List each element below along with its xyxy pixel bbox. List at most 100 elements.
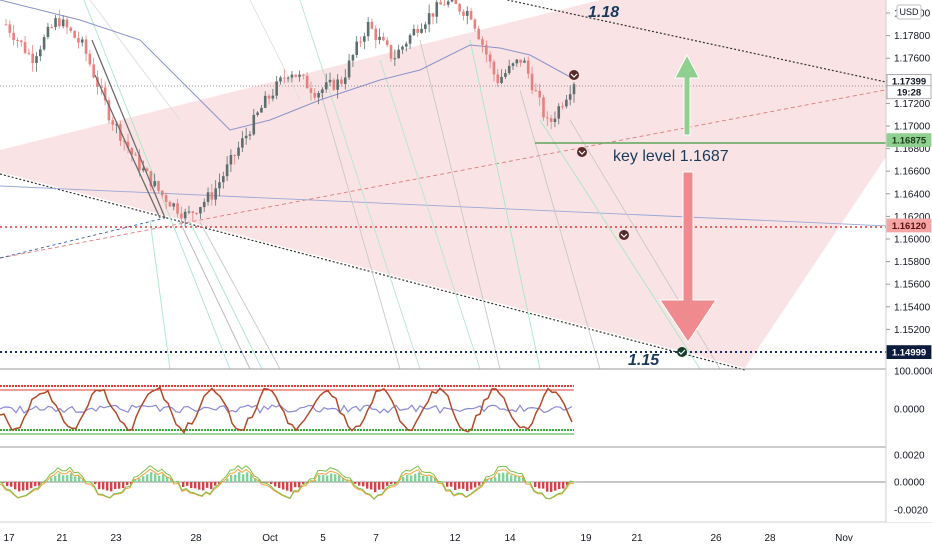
candle-body bbox=[454, 0, 458, 5]
time-tick-label: 14 bbox=[504, 533, 516, 544]
fan-line bbox=[379, 59, 481, 370]
osc2-tick-label: 0.0000 bbox=[894, 478, 925, 489]
candle-body bbox=[195, 212, 198, 214]
descending-channel bbox=[0, 0, 932, 368]
candle-body bbox=[382, 36, 385, 41]
price-badge-target bbox=[886, 345, 932, 360]
candle-body bbox=[359, 41, 362, 43]
candle-body bbox=[546, 117, 549, 119]
time-axis[interactable]: 17 21 23 28 Oct 5 7 12 14 19 21 26 28 Nov bbox=[3, 533, 852, 544]
candle-body bbox=[477, 28, 480, 40]
histogram-bar bbox=[574, 481, 577, 483]
histogram-bar bbox=[446, 482, 449, 487]
time-tick-label: 28 bbox=[190, 533, 202, 544]
candle-body bbox=[275, 81, 278, 96]
histogram-bar bbox=[326, 475, 329, 482]
candle-body bbox=[16, 40, 19, 42]
histogram-bar bbox=[74, 476, 77, 482]
candle-body bbox=[229, 155, 233, 165]
candle-body bbox=[561, 106, 564, 108]
histogram-bar bbox=[478, 482, 481, 486]
candle-body bbox=[225, 164, 229, 177]
candle-body bbox=[542, 97, 545, 118]
candle-body bbox=[248, 134, 252, 136]
price-badge-key bbox=[886, 133, 932, 148]
histogram-bar bbox=[94, 482, 97, 485]
candle-body bbox=[404, 43, 408, 47]
histogram-bar bbox=[354, 482, 357, 484]
fan-line bbox=[299, 0, 421, 370]
check-marker-icon[interactable] bbox=[677, 347, 687, 357]
time-tick-label: 19 bbox=[580, 533, 592, 544]
candle-body bbox=[84, 39, 88, 54]
candle-body bbox=[69, 27, 73, 31]
candle-body bbox=[374, 28, 378, 41]
time-tick-label: 5 bbox=[320, 533, 326, 544]
fibonacci-fan-lines bbox=[83, 0, 721, 370]
histogram-bar bbox=[2, 482, 5, 483]
histogram-bar bbox=[58, 473, 61, 482]
histogram-bar bbox=[322, 475, 325, 482]
candle-body bbox=[526, 60, 530, 74]
histogram-bar bbox=[442, 481, 445, 483]
fan-line bbox=[89, 0, 181, 121]
candle-body bbox=[488, 54, 492, 62]
candle-body bbox=[153, 181, 156, 187]
histogram-bar bbox=[302, 482, 305, 484]
histogram-bar bbox=[142, 476, 145, 482]
candle-body bbox=[252, 114, 256, 135]
candle-body bbox=[241, 138, 244, 148]
chevron-down-icon[interactable] bbox=[577, 147, 587, 157]
oscillator-pane-2[interactable] bbox=[0, 464, 886, 500]
candle-body bbox=[145, 168, 149, 172]
candle-body bbox=[107, 100, 111, 121]
candle-body bbox=[187, 211, 191, 213]
candle-body bbox=[378, 36, 381, 41]
up-arrow bbox=[674, 53, 700, 136]
price-tick-label: 1.16400 bbox=[894, 189, 931, 200]
candle-body bbox=[35, 56, 38, 63]
candle-body bbox=[58, 18, 61, 27]
candle-body bbox=[332, 79, 336, 90]
oscillator-pane-1[interactable] bbox=[0, 385, 574, 435]
candle-body bbox=[549, 118, 553, 123]
histogram-bar bbox=[498, 473, 501, 482]
histogram-bar bbox=[250, 474, 253, 482]
price-tick-label: 1.17800 bbox=[894, 31, 931, 42]
candle-body bbox=[305, 75, 309, 89]
candle-body bbox=[218, 182, 221, 189]
histogram-bar bbox=[362, 482, 365, 487]
annotation-top-target: 1.18 bbox=[588, 4, 619, 21]
candle-body bbox=[134, 154, 137, 156]
chevron-down-icon[interactable] bbox=[619, 230, 629, 240]
candle-body bbox=[340, 79, 343, 84]
histogram-bar bbox=[254, 478, 257, 482]
histogram-bar bbox=[474, 482, 477, 488]
down-arrow bbox=[659, 171, 717, 343]
candle-body bbox=[130, 148, 134, 155]
blue-dashed-line bbox=[0, 217, 166, 259]
candle-body bbox=[290, 74, 294, 78]
histogram-bar bbox=[98, 482, 101, 490]
histogram-bar bbox=[294, 482, 297, 488]
candle-body bbox=[286, 77, 290, 79]
histogram-bar bbox=[186, 482, 189, 486]
candle-body bbox=[4, 24, 8, 26]
chevron-down-icon[interactable] bbox=[569, 70, 579, 80]
histogram-bar bbox=[114, 482, 117, 490]
fan-line bbox=[319, 89, 401, 370]
price-tick-label: 1.16200 bbox=[894, 212, 931, 223]
histogram-bar bbox=[106, 482, 109, 491]
histogram-bar bbox=[138, 478, 141, 482]
currency-badge[interactable] bbox=[896, 4, 922, 20]
histogram-bar bbox=[562, 482, 565, 489]
time-tick-label: Oct bbox=[262, 533, 278, 544]
time-tick-label: 23 bbox=[110, 533, 122, 544]
price-badge-text-target: 1.14999 bbox=[892, 348, 926, 359]
candle-body bbox=[572, 84, 576, 95]
candle-body bbox=[515, 59, 519, 64]
histogram-bar bbox=[450, 482, 453, 487]
